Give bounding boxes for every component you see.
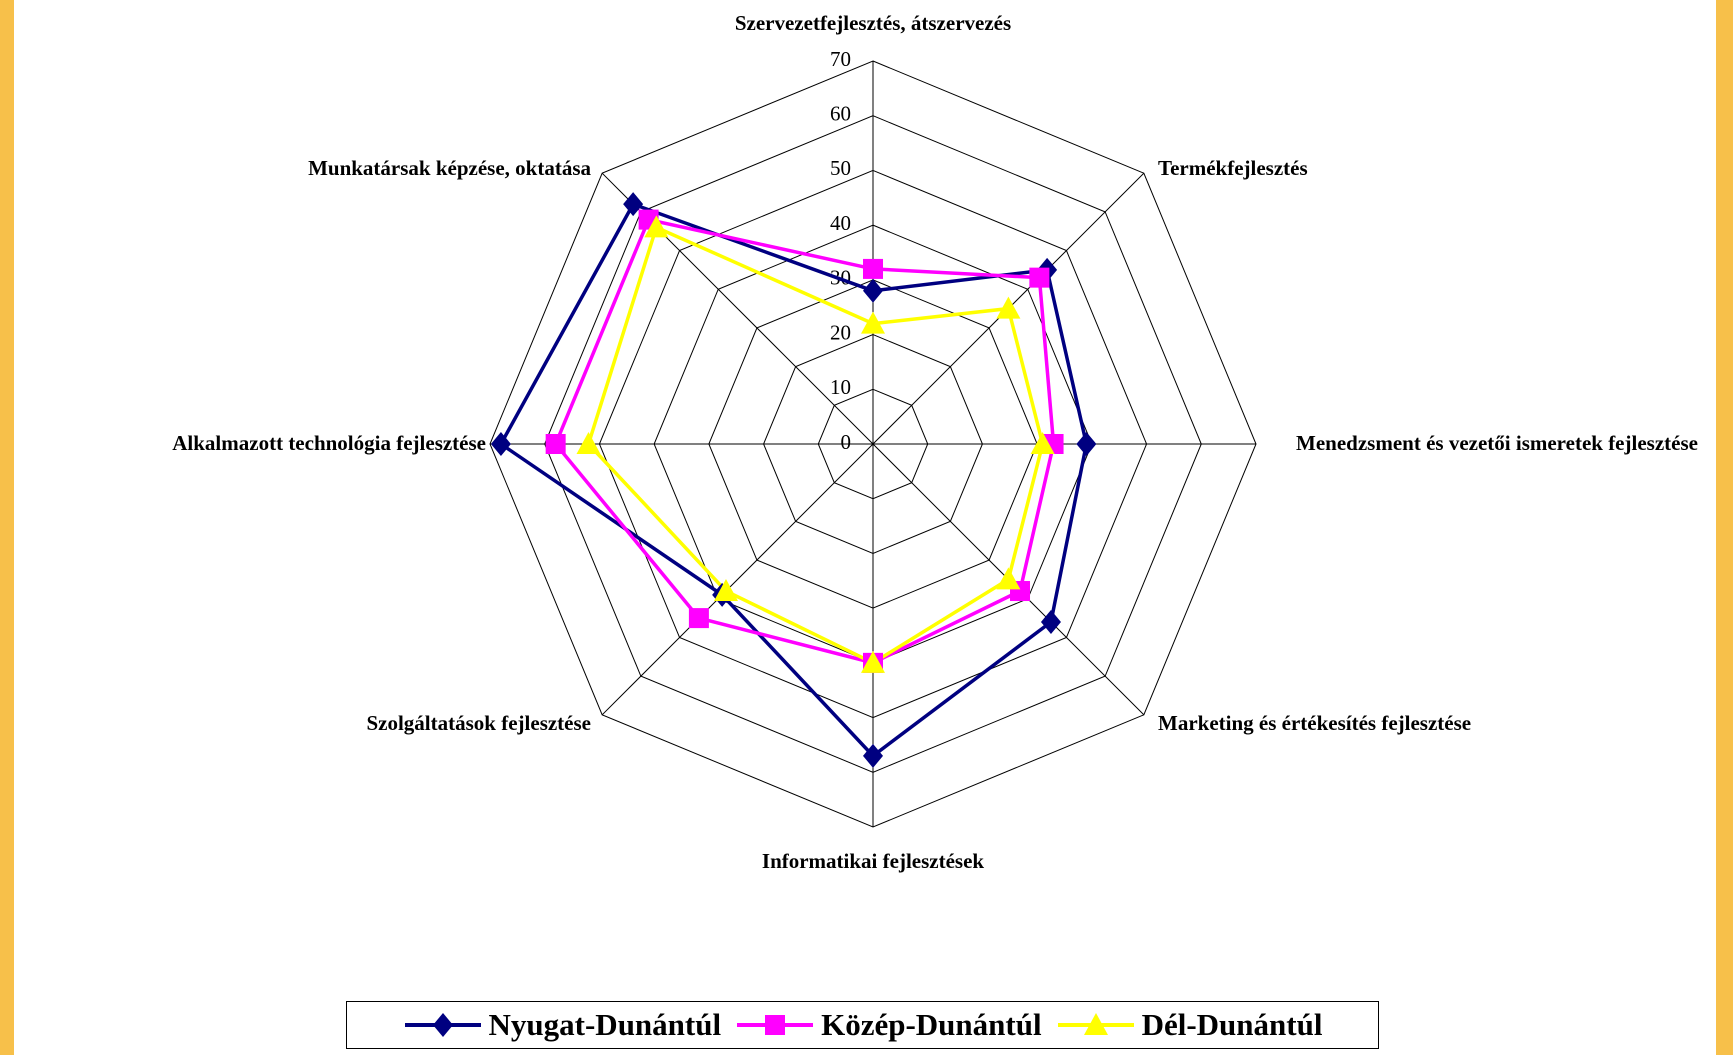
category-label: Termékfejlesztés xyxy=(1158,156,1308,180)
category-label: Munkatársak képzése, oktatása xyxy=(308,156,591,180)
marker xyxy=(861,311,885,334)
legend: Nyugat-Dunántúl Közép-Dunántúl Dél-Dunántú… xyxy=(346,1001,1379,1049)
marker xyxy=(1083,1013,1108,1035)
legend-label: Dél-Dunántúl xyxy=(1141,1007,1323,1042)
marker xyxy=(576,432,601,454)
y-tick-label: 50 xyxy=(830,156,851,180)
category-label: Szolgáltatások fejlesztése xyxy=(366,711,591,735)
marker xyxy=(863,743,883,768)
marker xyxy=(863,258,883,279)
marker xyxy=(713,579,738,602)
marker xyxy=(1040,609,1061,634)
marker xyxy=(863,278,883,303)
spoke xyxy=(601,443,874,716)
legend-label: Nyugat-Dunántúl xyxy=(488,1007,722,1042)
legend-item: Nyugat-Dunántúl xyxy=(403,1007,722,1043)
marker xyxy=(765,1015,786,1035)
marker xyxy=(996,296,1021,319)
category-label: Szervezetfejlesztés, átszervezés xyxy=(734,11,1012,35)
category-label: Alkalmazott technológia fejlesztése xyxy=(172,431,486,455)
legend-swatch xyxy=(737,1015,814,1035)
legend-label: Közép-Dunántúl xyxy=(821,1007,1042,1042)
marker xyxy=(996,567,1021,590)
marker xyxy=(644,215,669,238)
y-tick-label: 10 xyxy=(830,375,851,399)
category-label: Menedzsment és vezetői ismeretek fejlesz… xyxy=(1296,431,1698,455)
marker xyxy=(1030,432,1055,454)
marker xyxy=(1076,432,1097,456)
marker xyxy=(688,608,709,629)
category-label: Marketing és értékesítés fejlesztése xyxy=(1158,711,1472,735)
y-tick-label: 0 xyxy=(841,430,852,454)
marker xyxy=(861,650,885,673)
marker xyxy=(432,1013,453,1037)
y-tick-label: 60 xyxy=(830,102,851,126)
legend-swatch xyxy=(1057,1013,1134,1035)
legend-swatch xyxy=(404,1013,481,1037)
marker xyxy=(1029,267,1050,288)
marker xyxy=(490,432,511,456)
y-tick-label: 70 xyxy=(830,47,851,71)
y-tick-label: 20 xyxy=(830,320,851,344)
marker xyxy=(545,434,566,454)
category-label: Informatikai fejlesztések xyxy=(761,849,985,873)
legend-item: Dél-Dunántúl xyxy=(1056,1007,1323,1043)
series-line xyxy=(586,224,1045,665)
legend-item: Közép-Dunántúl xyxy=(735,1007,1042,1043)
panel xyxy=(14,0,1716,1055)
marker xyxy=(623,192,644,217)
y-tick-label: 40 xyxy=(830,211,851,235)
